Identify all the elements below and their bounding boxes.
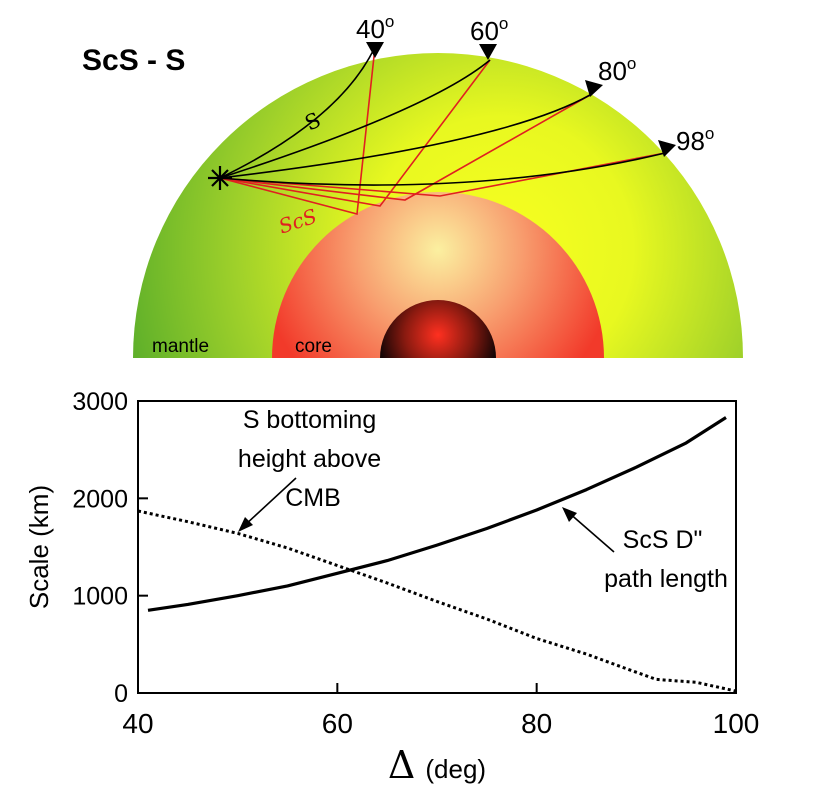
earthquake-star-icon <box>208 166 232 190</box>
s-ray-60 <box>219 59 491 179</box>
scale-chart: 40 60 80 100 0 1000 2000 3000 Scale (km) Δ (deg… <box>24 388 759 787</box>
mantle-label: mantle <box>152 336 209 357</box>
x-tick-label-60: 60 <box>322 708 353 739</box>
s-bottoming-arrow <box>238 477 297 532</box>
y-tick-label-3000: 3000 <box>72 388 128 416</box>
scs-ray-80 <box>219 94 591 201</box>
series-layer <box>137 416 737 693</box>
s-ray-98 <box>219 152 666 186</box>
s-rays <box>219 46 666 186</box>
y-tick-label-2000: 2000 <box>72 485 128 513</box>
x-tick-label-100: 100 <box>713 708 760 739</box>
earth-cross-section: ScS - S 40o 60o 80o 98o S ScS mantle cor… <box>82 12 743 358</box>
scs-rays <box>219 46 666 216</box>
station-label-60: 60o <box>470 14 508 46</box>
s-ray-40 <box>219 46 376 179</box>
delta-symbol: Δ <box>388 743 415 787</box>
s-bottoming-height-line <box>137 509 737 693</box>
outer-core-region <box>272 192 604 358</box>
inner-core-region <box>380 300 496 358</box>
x-tick-label-40: 40 <box>122 708 153 739</box>
scs-path-annotation: ScS D" path length <box>604 526 728 593</box>
station-label-80: 80o <box>598 54 636 86</box>
x-axis-unit: (deg) <box>425 754 486 784</box>
y-tick-label-1000: 1000 <box>72 583 128 611</box>
diagram-title: ScS - S <box>82 44 185 77</box>
scs-ray-60 <box>219 59 491 207</box>
core-label: core <box>295 336 332 357</box>
scs-ray-98 <box>219 152 666 197</box>
y-axis-ticks: 0 1000 2000 3000 <box>72 388 148 708</box>
x-axis-label: Δ (deg) <box>388 743 486 787</box>
x-tick-label-80: 80 <box>521 708 552 739</box>
s-ray-80 <box>219 94 591 179</box>
plot-frame <box>137 400 737 694</box>
station-label-40: 40o <box>356 12 394 44</box>
station-triangle-icon <box>366 42 676 157</box>
scs-ray-40 <box>219 46 376 216</box>
s-bottoming-annotation: S bottoming height above CMB <box>238 406 388 512</box>
y-tick-label-0: 0 <box>114 680 128 708</box>
y-axis-label: Scale (km) <box>24 485 54 609</box>
scs-path-arrow <box>562 507 615 553</box>
x-axis-ticks: 40 60 80 100 <box>122 683 759 739</box>
station-label-98: 98o <box>676 124 714 156</box>
scs-path-length-line <box>147 416 727 612</box>
